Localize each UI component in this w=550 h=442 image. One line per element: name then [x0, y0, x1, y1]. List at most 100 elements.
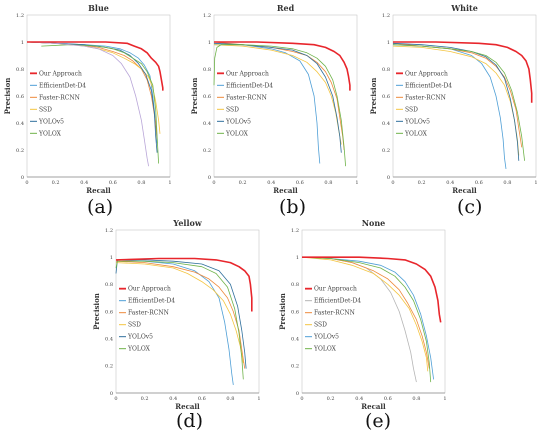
x-tick-label: 0.4 [267, 180, 275, 186]
legend-entry: YOLOv5 [313, 334, 339, 341]
x-tick-label: 0.4 [355, 396, 363, 402]
x-tick-label: 0.2 [418, 180, 426, 186]
series-line-5 [392, 42, 520, 161]
series-line-3 [115, 260, 246, 369]
y-tick-label: 0.6 [203, 94, 211, 100]
x-tick-label: 0 [391, 180, 394, 186]
x-tick-label: 0.2 [327, 396, 335, 402]
chart-panel-yellow: Yellow 0 0.2 0.4 0.6 0.8 1 1.2 0 0.2 0.4 0.6 0.8 1 Rec… [92, 218, 261, 411]
chart-panel-none: None 0 0.2 0.4 0.6 0.8 1 1.2 0 0.2 0.4 0.6 0.8 1 Recal… [278, 218, 447, 411]
y-tick-label: 0.6 [291, 309, 299, 315]
series-line-6 [115, 260, 244, 380]
legend-entry: Faster-RCNN [128, 310, 169, 317]
chart-panel-blue: Blue 0 0.2 0.4 0.6 0.8 1 1.2 0 0.2 0.4 0.6 0.8 1 Recal… [3, 3, 172, 195]
legend-entry: Faster-RCNN [39, 94, 80, 101]
legend-entry: YOLOv5 [225, 118, 251, 125]
x-tick-label: 0.6 [475, 180, 483, 186]
x-tick-label: 0.6 [384, 396, 392, 402]
series-line-6 [41, 44, 159, 164]
legend-entry: SSD [314, 322, 327, 329]
y-axis-label: Precision [278, 293, 287, 330]
panel-label-a: (a) [87, 196, 114, 218]
y-tick-label: 0.8 [203, 67, 211, 73]
legend-entry: SSD [39, 106, 52, 113]
x-tick-label: 0.8 [324, 180, 332, 186]
y-tick-label: 1 [387, 40, 390, 46]
series-line-6 [301, 256, 432, 383]
x-axis-label: Recall [452, 186, 477, 195]
series-line-1 [115, 257, 253, 312]
y-tick-label: 0 [110, 391, 113, 397]
series-line-1 [27, 41, 164, 91]
y-tick-label: 0 [296, 391, 299, 397]
x-tick-label: 1 [534, 180, 537, 186]
y-tick-label: 0 [21, 175, 24, 181]
x-tick-label: 0.6 [296, 180, 304, 186]
y-tick-label: 0.2 [105, 364, 113, 370]
y-tick-label: 0.4 [382, 121, 390, 127]
panel-label-e: (e) [365, 410, 392, 432]
x-axis-label: Recall [175, 402, 200, 411]
y-tick-label: 0.8 [291, 282, 299, 288]
y-tick-label: 1 [208, 40, 211, 46]
y-tick-label: 0 [208, 175, 211, 181]
chart-panel-red: Red 0 0.2 0.4 0.6 0.8 1 1.2 0 0.2 0.4 0.6 0.8 1 Recall… [190, 3, 359, 195]
legend-entry: EfficientDet-D4 [314, 298, 361, 305]
legend-entry: EfficientDet-D4 [405, 82, 452, 89]
y-tick-label: 1 [296, 255, 299, 261]
legend-entry: Our Approach [226, 70, 269, 77]
chart-title: White [450, 3, 478, 13]
x-tick-label: 0.8 [226, 396, 234, 402]
legend-entry: Our Approach [39, 70, 82, 77]
y-tick-label: 0.6 [16, 94, 24, 100]
y-tick-label: 1 [110, 255, 113, 261]
legend-entry: SSD [128, 322, 141, 329]
x-tick-label: 0 [300, 396, 303, 402]
y-tick-label: 0.4 [291, 336, 299, 342]
y-tick-label: 1.2 [203, 13, 211, 19]
x-tick-label: 0.4 [80, 180, 88, 186]
series-line-1 [393, 41, 533, 103]
x-tick-label: 0 [25, 180, 28, 186]
y-tick-label: 0.2 [203, 148, 211, 154]
legend-entry: Our Approach [314, 286, 357, 293]
y-tick-label: 0.6 [105, 309, 113, 315]
x-tick-label: 0.2 [141, 396, 149, 402]
series-line-3 [301, 256, 430, 369]
y-axis-label: Precision [92, 293, 101, 330]
x-tick-label: 1 [168, 180, 171, 186]
chart-title: Yellow [172, 218, 203, 228]
legend-entry: Faster-RCNN [226, 94, 267, 101]
series-line-5 [301, 256, 434, 380]
y-tick-label: 0.6 [382, 94, 390, 100]
panel-label-b: (b) [279, 196, 306, 218]
chart-panel-white: White 0 0.2 0.4 0.6 0.8 1 1.2 0 0.2 0.4 0.6 0.8 1 Reca… [369, 3, 538, 195]
legend-entry: Our Approach [405, 70, 448, 77]
y-tick-label: 0.4 [105, 336, 113, 342]
series-line-4 [115, 262, 244, 364]
legend-entry: YOLOX [313, 346, 337, 353]
x-tick-label: 0.8 [412, 396, 420, 402]
legend-entry: YOLOX [38, 130, 62, 137]
series-line-1 [214, 41, 351, 91]
legend-entry: YOLOX [225, 130, 249, 137]
x-tick-label: 0.2 [52, 180, 60, 186]
panel-label-d: (d) [176, 410, 203, 432]
legend-entry: YOLOX [404, 130, 428, 137]
x-tick-label: 0 [114, 396, 117, 402]
y-tick-label: 1.2 [382, 13, 390, 19]
y-tick-label: 0.4 [16, 121, 24, 127]
y-axis-label: Precision [3, 78, 12, 115]
legend-entry: YOLOX [127, 346, 151, 353]
series-line-6 [392, 44, 525, 161]
y-tick-label: 1.2 [291, 228, 299, 234]
legend-entry: YOLOv5 [38, 118, 64, 125]
x-axis-label: Recall [273, 186, 298, 195]
x-tick-label: 1 [355, 180, 358, 186]
legend-entry: SSD [226, 106, 239, 113]
y-tick-label: 1.2 [105, 228, 113, 234]
x-tick-label: 0 [212, 180, 215, 186]
series-line-4 [301, 256, 429, 372]
